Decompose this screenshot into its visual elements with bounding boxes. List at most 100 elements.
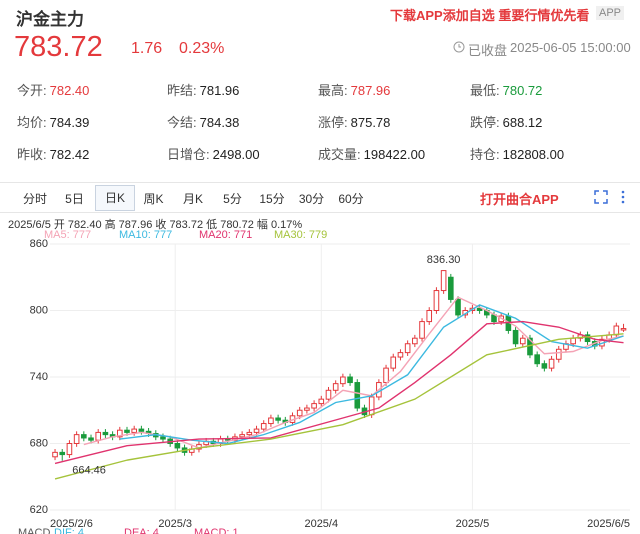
annotation: 836.30 bbox=[427, 254, 461, 266]
stat-label: 成交量: bbox=[318, 147, 361, 162]
candle-body bbox=[246, 431, 253, 436]
candle-body bbox=[73, 434, 80, 444]
stat-value: 782.42 bbox=[49, 147, 90, 162]
candle-body bbox=[81, 434, 87, 439]
candle-body bbox=[419, 321, 425, 339]
tab-bar bbox=[0, 182, 640, 213]
legend-entry: MA20: 771 bbox=[199, 229, 252, 241]
tab[interactable]: 60分 bbox=[338, 192, 364, 206]
candle-body bbox=[426, 310, 433, 323]
legend-entry: MA30: 779 bbox=[274, 229, 327, 241]
y-tick-label: 680 bbox=[30, 437, 48, 449]
ma-line bbox=[83, 296, 624, 449]
stat-value: 198422.00 bbox=[363, 147, 426, 162]
stat-item: 今开: 782.40 bbox=[17, 80, 89, 99]
stat-item: 涨停: 875.78 bbox=[318, 112, 390, 131]
candle-body bbox=[455, 298, 461, 316]
tab[interactable]: 5分 bbox=[223, 192, 242, 206]
price: 783.72 bbox=[14, 31, 103, 63]
stat-label: 日增仓: bbox=[167, 147, 210, 162]
chart-info: 2025/6/5 开 782.40 高 787.96 收 783.72 低 78… bbox=[8, 219, 303, 231]
indicator-label: MACD: 1 bbox=[194, 527, 239, 534]
stat-value: 781.96 bbox=[199, 83, 240, 98]
stat-item: 最高: 787.96 bbox=[318, 80, 390, 99]
app-badge[interactable]: APP bbox=[596, 6, 625, 20]
candle-body bbox=[296, 409, 303, 417]
candle-body bbox=[311, 403, 317, 409]
candle-body bbox=[368, 396, 375, 416]
stat-item: 跌停: 688.12 bbox=[470, 112, 542, 131]
change-pct: 0.23% bbox=[179, 40, 225, 57]
stat-item: 今结: 784.38 bbox=[167, 112, 239, 131]
candle-body bbox=[59, 451, 66, 456]
candle-body bbox=[548, 358, 555, 369]
candle-body bbox=[102, 431, 109, 436]
legend-entry: MA5: 777 bbox=[44, 229, 91, 241]
stat-label: 跌停: bbox=[470, 115, 500, 130]
x-tick-label: 2025/3 bbox=[158, 518, 192, 530]
candle-body bbox=[347, 376, 353, 384]
candle-body bbox=[275, 417, 281, 421]
stat-item: 成交量: 198422.00 bbox=[318, 144, 425, 163]
candle-body bbox=[404, 343, 411, 354]
stat-label: 均价: bbox=[17, 115, 47, 130]
candle-body bbox=[318, 398, 325, 405]
x-tick-label: 2025/2/6 bbox=[50, 518, 93, 530]
stat-value: 875.78 bbox=[350, 115, 391, 130]
open-app[interactable]: 打开曲合APP bbox=[480, 192, 559, 207]
candle-body bbox=[138, 428, 145, 432]
tab[interactable]: 5日 bbox=[65, 192, 84, 206]
candle-body bbox=[570, 337, 576, 345]
candle-body bbox=[304, 407, 310, 411]
candle-body bbox=[174, 443, 181, 449]
candle-body bbox=[52, 451, 58, 458]
stat-item: 日增仓: 2498.00 bbox=[167, 144, 260, 163]
candle-body bbox=[66, 443, 73, 456]
candle-body bbox=[383, 367, 389, 384]
clock-icon bbox=[453, 41, 465, 53]
candle-body bbox=[332, 383, 339, 391]
tab[interactable]: 日K bbox=[95, 185, 135, 211]
candle-body bbox=[448, 276, 454, 300]
candle-body bbox=[160, 436, 166, 440]
candle-body bbox=[433, 290, 440, 311]
stat-value: 182808.00 bbox=[502, 147, 565, 162]
stat-label: 昨结: bbox=[167, 83, 197, 98]
toolbar-icons[interactable] bbox=[594, 190, 634, 204]
tab[interactable]: 月K bbox=[182, 192, 203, 206]
candle-body bbox=[131, 428, 137, 433]
y-tick-label: 800 bbox=[30, 304, 48, 316]
candle-body bbox=[253, 428, 260, 433]
stat-item: 均价: 784.39 bbox=[17, 112, 89, 131]
ma-line bbox=[54, 333, 624, 480]
tab[interactable]: 周K bbox=[143, 192, 164, 206]
x-tick-label: 2025/5 bbox=[456, 518, 490, 530]
stat-value: 2498.00 bbox=[212, 147, 260, 162]
stat-item: 最低: 780.72 bbox=[470, 80, 542, 99]
tab[interactable]: 30分 bbox=[298, 192, 325, 206]
x-tick-label: 2025/4 bbox=[304, 518, 338, 530]
candle-body bbox=[239, 434, 245, 438]
candle-body bbox=[354, 382, 361, 409]
tab[interactable]: 分时 bbox=[22, 192, 47, 206]
candle-body bbox=[260, 423, 267, 430]
stat-value: 784.39 bbox=[49, 115, 90, 130]
candle-body bbox=[88, 437, 94, 441]
ma-line bbox=[119, 304, 624, 445]
stat-value: 784.38 bbox=[199, 115, 240, 130]
candle-body bbox=[541, 363, 548, 369]
stat-label: 持仓: bbox=[470, 147, 500, 162]
stat-label: 今结: bbox=[167, 115, 197, 130]
stat-label: 昨收: bbox=[17, 147, 47, 162]
promo[interactable]: 下载APP添加自选 重要行情优先看 bbox=[390, 8, 590, 23]
y-tick-label: 740 bbox=[30, 371, 48, 383]
y-tick-label: 620 bbox=[30, 504, 48, 516]
candle-body bbox=[117, 429, 123, 438]
stat-value: 787.96 bbox=[350, 83, 391, 98]
candle-body bbox=[325, 389, 332, 400]
ma-line bbox=[54, 320, 624, 465]
tab[interactable]: 15分 bbox=[259, 192, 285, 206]
candle-body bbox=[620, 328, 627, 331]
stat-value: 780.72 bbox=[502, 83, 543, 98]
